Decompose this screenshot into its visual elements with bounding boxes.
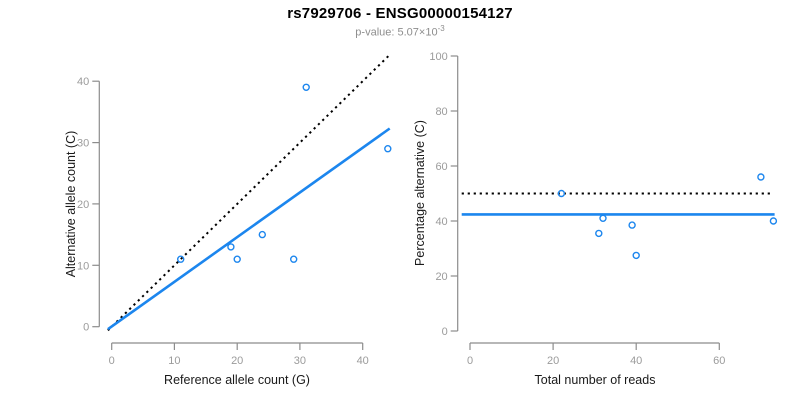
data-point	[632, 251, 640, 260]
subtitle-text: p-value: 5.07×10	[355, 26, 438, 39]
y-tick-label: 40	[435, 216, 447, 228]
x-axis-label-allele-counts: Reference allele count (G)	[164, 373, 310, 387]
data-point	[628, 221, 636, 229]
y-tick-label: 20	[435, 271, 447, 283]
data-point	[176, 255, 185, 263]
x-axis-label-percentage: Total number of reads	[534, 373, 656, 387]
data-point	[258, 230, 266, 239]
x-tick-label: 0	[109, 355, 115, 367]
y-tick-label: 0	[442, 326, 448, 338]
data-point	[384, 144, 392, 153]
identity-line	[107, 54, 391, 332]
x-tick-label: 30	[294, 355, 306, 367]
data-point	[769, 217, 778, 225]
data-point	[233, 255, 241, 263]
x-tick-label: 10	[168, 355, 180, 367]
data-point	[302, 83, 310, 92]
plot-title: rs7929706 - ENSG00000154127	[287, 5, 513, 22]
x-tick-label: 20	[547, 355, 559, 367]
data-point	[599, 214, 607, 223]
data-point	[227, 243, 235, 251]
y-tick-label: 0	[83, 322, 89, 334]
subtitle-exponent: -3	[437, 24, 445, 33]
data-point	[595, 229, 603, 238]
x-tick-label: 60	[713, 355, 725, 367]
data-point	[290, 255, 298, 263]
data-point	[557, 189, 566, 198]
y-tick-label: 60	[435, 161, 447, 173]
y-axis-label-percentage: Percentage alternative (C)	[413, 120, 427, 266]
y-tick-label: 40	[77, 76, 89, 88]
fit-line	[107, 127, 391, 331]
panel-allele-counts: 0 10 20 30 40 0 10 20 30 40	[77, 54, 392, 367]
y-tick-label: 10	[77, 260, 89, 272]
plot-subtitle: p-value: 5.07×10-3	[0, 24, 800, 39]
y-tick-label: 30	[77, 138, 89, 150]
x-tick-label: 40	[357, 355, 369, 367]
y-tick-label: 100	[429, 51, 447, 63]
x-tick-label: 20	[231, 355, 243, 367]
y-axis-label-allele-counts: Alternative allele count (C)	[64, 130, 78, 278]
data-point	[757, 173, 765, 181]
panel-percentage-alternative: 0 20 40 60 80 100 0 20 40 60	[429, 51, 778, 367]
x-tick-label: 40	[630, 355, 642, 367]
y-tick-label: 80	[435, 106, 447, 118]
y-tick-label: 20	[77, 199, 89, 211]
x-tick-label: 0	[467, 355, 473, 367]
